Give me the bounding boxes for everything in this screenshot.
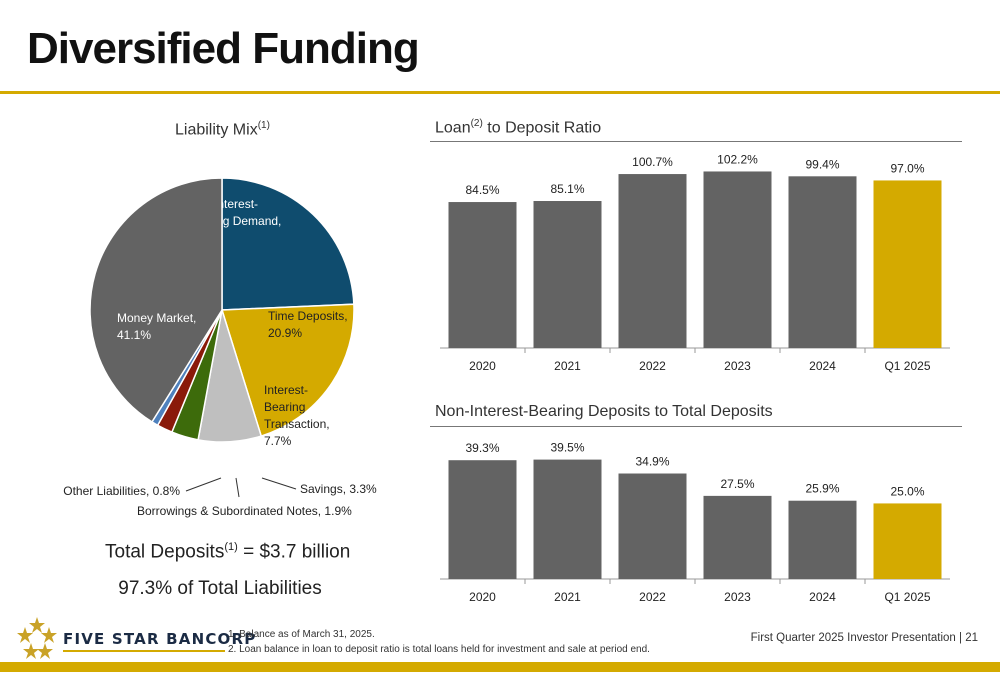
deck-separator: | xyxy=(959,632,962,644)
pie-slice-non-interest-bearing-demand xyxy=(221,177,355,311)
title-underline xyxy=(0,91,1000,94)
ltd-title-rule xyxy=(430,141,962,142)
bar-2022 xyxy=(618,174,687,348)
total-deposits-sup: (1) xyxy=(224,541,238,553)
pie-label-line: Savings, 3.3% xyxy=(300,482,377,496)
bar-2024 xyxy=(788,176,857,348)
footnote-2: 2. Loan balance in loan to deposit ratio… xyxy=(228,644,650,655)
footnotes: 1. Balance as of March 31, 2025. 2. Loan… xyxy=(228,627,650,657)
ltd-chart-title: Loan(2) to Deposit Ratio xyxy=(435,118,601,137)
bar-value-label: 99.4% xyxy=(805,157,839,171)
pie-chart-title: Liability Mix(1) xyxy=(175,120,270,139)
page-number: 21 xyxy=(965,632,978,644)
x-tick-label: 2021 xyxy=(554,590,581,604)
ltd-title-rest: to Deposit Ratio xyxy=(482,119,602,137)
bar-2021 xyxy=(533,201,602,348)
x-tick-label: 2022 xyxy=(639,359,666,373)
ltd-title-text: Loan xyxy=(435,119,471,137)
total-deposits-prefix: Total Deposits xyxy=(105,541,225,563)
bar-value-label: 85.1% xyxy=(550,182,584,196)
pie-label-interest-bearing-transaction: Interest- Bearing Transaction, 7.7% xyxy=(264,383,330,448)
pie-label-line: Money Market, xyxy=(117,311,196,325)
five-star-bancorp-logo: FIVE STAR BANCORP xyxy=(15,617,255,665)
x-tick-label: 2022 xyxy=(639,590,666,604)
page-title: Diversified Funding xyxy=(27,24,420,73)
bottom-accent-bar xyxy=(0,662,1000,672)
bar-2023 xyxy=(703,171,772,348)
bar-q1-2025 xyxy=(873,180,942,348)
pie-label-line: Other Liabilities, 0.8% xyxy=(63,484,180,498)
x-tick-label: 2020 xyxy=(469,359,496,373)
footnote-1: 1. Balance as of March 31, 2025. xyxy=(228,629,375,640)
bar-value-label: 102.2% xyxy=(717,152,758,166)
bar-value-label: 39.3% xyxy=(465,441,499,455)
x-tick-label: 2024 xyxy=(809,359,836,373)
pct-total-liabilities-text: 97.3% of Total Liabilities xyxy=(118,578,322,599)
pie-label-line: Time Deposits, xyxy=(268,309,348,323)
bar-value-label: 39.5% xyxy=(550,441,584,455)
x-tick-label: 2021 xyxy=(554,359,581,373)
bar-2021 xyxy=(533,459,602,579)
pie-leader-line xyxy=(235,477,240,498)
pie-label-line: Borrowings & Subordinated Notes, 1.9% xyxy=(137,504,352,518)
x-tick-label: Q1 2025 xyxy=(884,359,930,373)
bar-value-label: 25.9% xyxy=(805,482,839,496)
star-shape xyxy=(23,643,39,659)
star-shape xyxy=(29,617,45,633)
pie-title-text: Liability Mix xyxy=(175,121,258,139)
ltd-title-sup: (2) xyxy=(470,118,483,129)
pie-leader-line xyxy=(185,477,222,492)
pie-label-savings: Savings, 3.3% xyxy=(300,482,377,496)
gold-stars-icon xyxy=(17,617,57,659)
pie-leader-line xyxy=(261,477,297,490)
pie-label-other-liabilities: Other Liabilities, 0.8% xyxy=(63,484,180,498)
pie-label-line: 7.7% xyxy=(264,434,292,448)
pie-title-sup: (1) xyxy=(257,120,270,131)
bar-value-label: 25.0% xyxy=(890,484,924,498)
pie-slice-money-market xyxy=(89,177,223,423)
pie-label-line: Interest- xyxy=(264,383,308,397)
nib-chart-title: Non-Interest-Bearing Deposits to Total D… xyxy=(435,403,773,420)
bar-2024 xyxy=(788,500,857,579)
bar-2020 xyxy=(448,202,517,348)
pie-label-line: Bearing xyxy=(264,400,305,414)
pie-label-borrowings-subordinated-notes: Borrowings & Subordinated Notes, 1.9% xyxy=(137,504,352,518)
deck-footer: First Quarter 2025 Investor Presentation… xyxy=(751,632,978,644)
x-tick-label: 2023 xyxy=(724,590,751,604)
bar-value-label: 97.0% xyxy=(890,161,924,175)
total-deposits-text: Total Deposits(1) = $3.7 billion xyxy=(105,541,350,563)
pie-label-line: 20.9% xyxy=(268,326,302,340)
pie-slice-time-deposits xyxy=(220,303,355,437)
x-tick-label: 2020 xyxy=(469,590,496,604)
x-tick-label: 2023 xyxy=(724,359,751,373)
logo-wordmark: FIVE STAR BANCORP xyxy=(63,630,257,648)
pie-label-money-market: Money Market, 41.1% xyxy=(117,311,196,342)
star-shape xyxy=(41,627,57,643)
bar-value-label: 84.5% xyxy=(465,183,499,197)
star-shape xyxy=(37,643,53,659)
bar-q1-2025 xyxy=(873,503,942,579)
star-shape xyxy=(17,627,33,643)
x-tick-label: 2024 xyxy=(809,590,836,604)
bar-2020 xyxy=(448,460,517,579)
x-tick-label: Q1 2025 xyxy=(884,590,930,604)
pie-label-line: 41.1% xyxy=(117,328,151,342)
nib-title-rule xyxy=(430,426,962,427)
bar-value-label: 27.5% xyxy=(720,477,754,491)
logo-underline xyxy=(63,650,225,652)
pie-label-time-deposits: Time Deposits, 20.9% xyxy=(268,309,348,340)
bar-value-label: 100.7% xyxy=(632,155,673,169)
bar-2022 xyxy=(618,473,687,579)
deck-title: First Quarter 2025 Investor Presentation xyxy=(750,632,956,644)
bar-2023 xyxy=(703,495,772,579)
total-deposits-value: = $3.7 billion xyxy=(237,541,351,563)
pie-label-line: Transaction, xyxy=(264,417,330,431)
bar-value-label: 34.9% xyxy=(635,455,669,469)
